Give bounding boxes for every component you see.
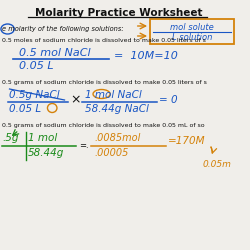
Text: 0.5 moles of sodium chloride is dissolved to make 0.05 liters of s: 0.5 moles of sodium chloride is dissolve… (2, 38, 206, 43)
Text: 0.5 grams of sodium chloride is dissolved to make 0.05 liters of s: 0.5 grams of sodium chloride is dissolve… (2, 80, 207, 85)
Text: 0.5g NaCl: 0.5g NaCl (10, 90, 60, 100)
Text: =  10M=10: = 10M=10 (114, 51, 178, 61)
Text: ×: × (71, 94, 81, 106)
Text: .00005: .00005 (95, 148, 129, 158)
Text: =.: =. (79, 142, 88, 150)
Text: .5g: .5g (3, 133, 19, 143)
Text: 0.5 grams of sodium chloride is dissolved to make 0.05 mL of so: 0.5 grams of sodium chloride is dissolve… (2, 123, 204, 128)
Text: 1 mol NaCl: 1 mol NaCl (86, 90, 142, 100)
Text: mol solute: mol solute (170, 23, 214, 32)
Text: L solution: L solution (172, 33, 212, 42)
Text: .0085mol: .0085mol (95, 133, 141, 143)
Text: = 0: = 0 (160, 95, 178, 105)
Text: e molarity of the following solutions:: e molarity of the following solutions: (2, 26, 124, 32)
Text: Molarity Practice Worksheet: Molarity Practice Worksheet (35, 8, 202, 18)
Text: 58.44g: 58.44g (28, 148, 64, 158)
Text: 1 mol: 1 mol (28, 133, 57, 143)
Text: 0.05m: 0.05m (202, 160, 231, 169)
Text: 0.05 L: 0.05 L (10, 104, 42, 114)
Text: 0.05 L: 0.05 L (19, 61, 54, 71)
Text: =170M: =170M (168, 136, 206, 146)
Text: 0.5 mol NaCl: 0.5 mol NaCl (19, 48, 90, 58)
FancyBboxPatch shape (150, 18, 234, 44)
Text: 58.44g NaCl: 58.44g NaCl (86, 104, 149, 114)
